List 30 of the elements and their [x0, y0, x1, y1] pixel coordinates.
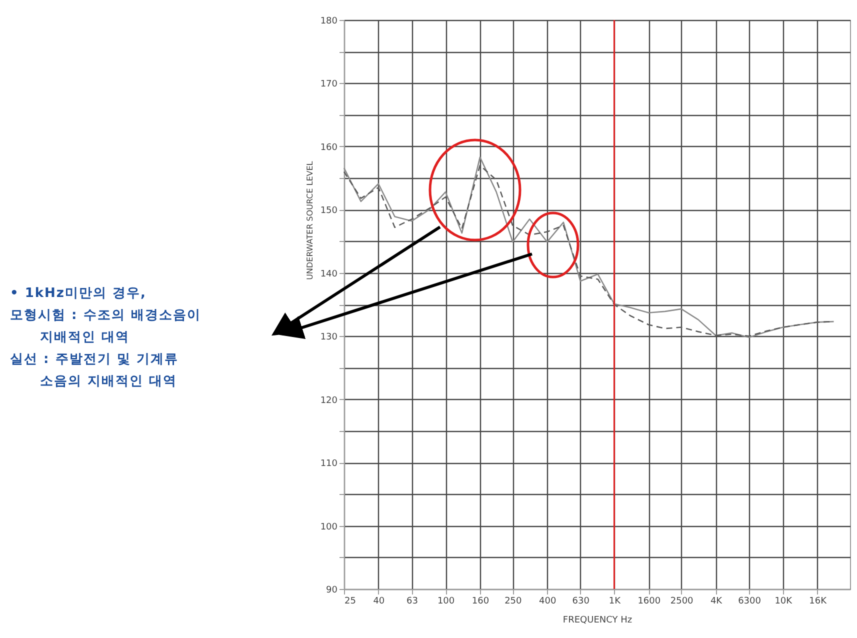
x-tick-label: 40	[373, 596, 385, 606]
x-tick-label: 63	[406, 596, 418, 606]
x-tick-label: 4K	[710, 596, 724, 606]
x-tick-label: 2500	[670, 596, 694, 606]
y-tick-label: 140	[320, 269, 338, 280]
y-tick-label: 170	[320, 80, 338, 90]
text: 실선 : 주발전기 및 기계류 소음의 지배적인 대역	[10, 351, 180, 391]
x-tick-label: 16K	[809, 596, 828, 606]
x-tick-label: 10K	[774, 596, 794, 606]
x-tick-label: 400	[539, 596, 556, 606]
x-tick-label: 6300	[738, 596, 762, 606]
y-tick-label: 160	[320, 142, 338, 153]
y-axis-title: UNDERWATER SOURCE LEVEL	[305, 160, 314, 280]
x-tick-label: 630	[572, 596, 590, 606]
y-tick-label: 150	[320, 206, 338, 216]
x-axis-title: FREQUENCY Hz	[562, 616, 632, 626]
text: • 1kHz미만의 경우,	[10, 285, 148, 303]
y-tick-label: 180	[320, 16, 338, 26]
x-tick-label: 25	[344, 596, 356, 606]
x-tick-label: 250	[504, 596, 522, 606]
x-tick-label: 1K	[608, 596, 622, 606]
x-tick-label: 1600	[638, 596, 661, 606]
y-tick-label: 100	[320, 522, 338, 532]
y-tick-label: 120	[320, 396, 338, 406]
y-tick-label: 90	[326, 586, 338, 596]
y-tick-label: 130	[320, 332, 338, 343]
x-tick-label: 100	[437, 596, 455, 606]
x-tick-label: 160	[472, 596, 490, 606]
y-tick-label: 110	[320, 459, 338, 470]
text: 모형시험 : 수조의 배경소음이 지배적인 대역	[10, 307, 202, 347]
